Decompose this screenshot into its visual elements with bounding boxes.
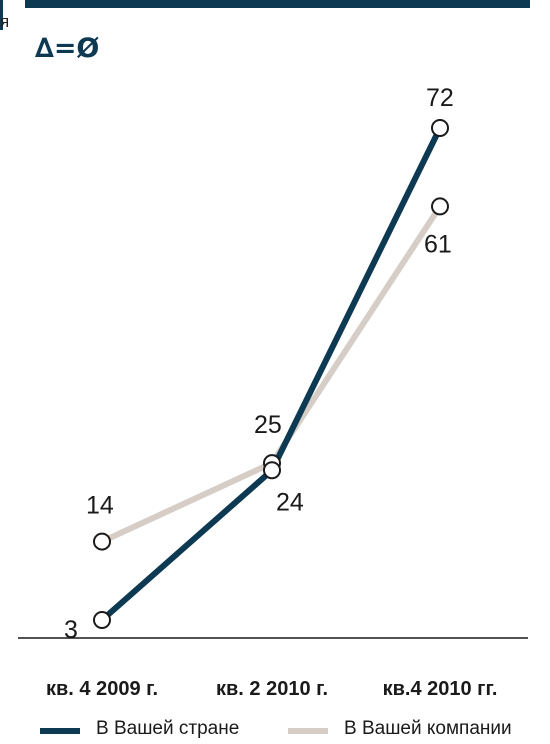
data-point-1-2 bbox=[431, 197, 449, 216]
data-label-0-2: 72 bbox=[426, 84, 454, 112]
data-point-0-1 bbox=[263, 461, 281, 480]
data-point-0-2 bbox=[431, 119, 449, 137]
series-layer bbox=[93, 119, 449, 629]
data-label-1-1: 25 bbox=[254, 411, 282, 439]
data-label-0-0: 3 bbox=[64, 616, 78, 644]
clipped-header-text: я bbox=[0, 12, 10, 31]
legend-swatch-1 bbox=[288, 728, 328, 734]
data-label-0-1: 24 bbox=[276, 488, 304, 516]
header-tick bbox=[0, 0, 3, 30]
x-tick-label-1: кв. 2 2010 г. bbox=[216, 678, 328, 700]
delta-symbol: ∆=Ø bbox=[35, 33, 100, 64]
header-bar bbox=[25, 0, 530, 8]
series-line-0 bbox=[100, 126, 443, 623]
label-layer: 3 24 72 14 25 61 bbox=[64, 84, 454, 644]
data-label-1-2: 61 bbox=[424, 230, 452, 258]
legend-swatch-0 bbox=[40, 728, 80, 734]
data-label-1-0: 14 bbox=[86, 492, 114, 520]
legend-label-1: В Вашей компании bbox=[344, 718, 512, 739]
x-tick-label-0: кв. 4 2009 г. bbox=[46, 678, 158, 700]
data-point-1-0 bbox=[93, 532, 111, 551]
series-line-1 bbox=[100, 204, 443, 545]
category-layer: кв. 4 2009 г. кв. 2 2010 г. кв.4 2010 гг. bbox=[46, 678, 497, 700]
data-point-0-0 bbox=[93, 611, 111, 629]
legend-label-0: В Вашей стране bbox=[96, 718, 240, 739]
x-tick-label-2: кв.4 2010 гг. bbox=[383, 678, 498, 700]
